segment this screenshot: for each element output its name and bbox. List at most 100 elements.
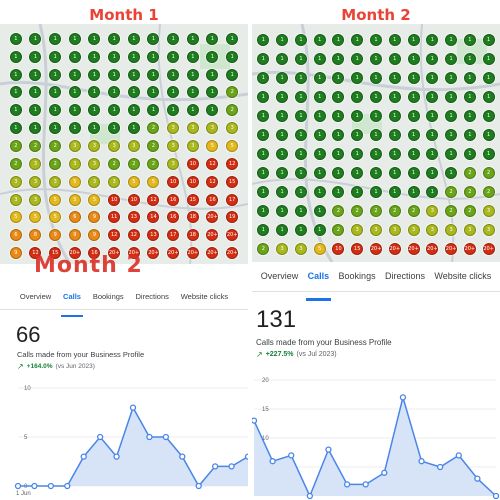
rank-pin[interactable]: 1 xyxy=(426,90,439,103)
rank-pin[interactable]: 1 xyxy=(257,71,270,84)
rank-pin[interactable]: 20+ xyxy=(445,242,458,255)
rank-pin[interactable]: 3 xyxy=(186,139,199,152)
rank-pin[interactable]: 1 xyxy=(9,122,22,135)
rank-pin[interactable]: 1 xyxy=(407,166,420,179)
rank-pin[interactable]: 9 xyxy=(49,229,62,242)
rank-pin[interactable]: 1 xyxy=(351,166,364,179)
rank-pin[interactable]: 1 xyxy=(206,50,219,63)
rank-pin[interactable]: 2 xyxy=(257,242,270,255)
rank-pin[interactable]: 1 xyxy=(294,166,307,179)
rank-pin[interactable]: 3 xyxy=(9,175,22,188)
rank-pin[interactable]: 15 xyxy=(49,247,62,260)
rank-pin[interactable]: 1 xyxy=(276,52,289,65)
rank-pin[interactable]: 2 xyxy=(332,223,345,236)
rank-pin[interactable]: 3 xyxy=(276,242,289,255)
rank-pin[interactable]: 1 xyxy=(445,90,458,103)
tab-website-clicks[interactable]: Website clicks xyxy=(180,292,229,301)
rank-pin[interactable]: 1 xyxy=(407,33,420,46)
rank-pin[interactable]: 1 xyxy=(108,50,121,63)
rank-pin[interactable]: 3 xyxy=(29,157,42,170)
rank-pin[interactable]: 1 xyxy=(332,33,345,46)
rank-pin[interactable]: 1 xyxy=(445,52,458,65)
rank-pin[interactable]: 2 xyxy=(351,204,364,217)
rank-pin[interactable]: 1 xyxy=(226,68,239,81)
rank-pin[interactable]: 1 xyxy=(332,166,345,179)
rank-pin[interactable]: 1 xyxy=(167,86,180,99)
rank-pin[interactable]: 5 xyxy=(226,139,239,152)
rank-pin[interactable]: 2 xyxy=(147,122,160,135)
rank-pin[interactable]: 15 xyxy=(351,242,364,255)
rank-pin[interactable]: 3 xyxy=(167,139,180,152)
rank-pin[interactable]: 1 xyxy=(388,90,401,103)
rank-pin[interactable]: 3 xyxy=(167,157,180,170)
rank-pin[interactable]: 9 xyxy=(88,229,101,242)
rank-pin[interactable]: 1 xyxy=(186,68,199,81)
tab-overview[interactable]: Overview xyxy=(19,292,52,301)
rank-pin[interactable]: 1 xyxy=(294,128,307,141)
rank-pin[interactable]: 2 xyxy=(108,157,121,170)
rank-pin[interactable]: 2 xyxy=(226,104,239,117)
rank-pin[interactable]: 1 xyxy=(276,71,289,84)
rank-pin[interactable]: 3 xyxy=(407,223,420,236)
rank-pin[interactable]: 1 xyxy=(147,32,160,45)
rank-pin[interactable]: 11 xyxy=(108,211,121,224)
rank-pin[interactable]: 1 xyxy=(388,147,401,160)
rank-pin[interactable]: 3 xyxy=(68,139,81,152)
rank-pin[interactable]: 14 xyxy=(147,211,160,224)
rank-pin[interactable]: 2 xyxy=(9,139,22,152)
rank-pin[interactable]: 1 xyxy=(147,50,160,63)
rank-pin[interactable]: 3 xyxy=(445,223,458,236)
rank-pin[interactable]: 1 xyxy=(482,147,495,160)
rank-pin[interactable]: 1 xyxy=(388,52,401,65)
rank-pin[interactable]: 1 xyxy=(351,128,364,141)
rank-pin[interactable]: 1 xyxy=(127,104,140,117)
rank-pin[interactable]: 1 xyxy=(257,147,270,160)
rank-pin[interactable]: 12 xyxy=(206,157,219,170)
rank-pin[interactable]: 1 xyxy=(127,122,140,135)
rank-pin[interactable]: 10 xyxy=(332,242,345,255)
rank-pin[interactable]: 1 xyxy=(388,128,401,141)
rank-pin[interactable]: 1 xyxy=(127,50,140,63)
rank-pin[interactable]: 3 xyxy=(29,193,42,206)
rank-pin[interactable]: 1 xyxy=(369,52,382,65)
tab-calls[interactable]: Calls xyxy=(61,290,83,317)
rank-pin[interactable]: 1 xyxy=(167,104,180,117)
rank-pin[interactable]: 1 xyxy=(276,128,289,141)
rank-pin[interactable]: 1 xyxy=(294,147,307,160)
rank-pin[interactable]: 2 xyxy=(147,139,160,152)
rank-pin[interactable]: 3 xyxy=(369,223,382,236)
rank-pin[interactable]: 2 xyxy=(463,185,476,198)
rank-pin[interactable]: 1 xyxy=(369,71,382,84)
rank-pin[interactable]: 13 xyxy=(147,229,160,242)
rank-pin[interactable]: 10 xyxy=(167,175,180,188)
rank-pin[interactable]: 1 xyxy=(68,32,81,45)
rank-pin[interactable]: 1 xyxy=(313,128,326,141)
rank-pin[interactable]: 1 xyxy=(426,147,439,160)
rank-pin[interactable]: 1 xyxy=(313,71,326,84)
rank-pin[interactable]: 1 xyxy=(463,147,476,160)
rank-pin[interactable]: 2 xyxy=(332,204,345,217)
rank-pin[interactable]: 3 xyxy=(351,223,364,236)
rank-pin[interactable]: 1 xyxy=(257,33,270,46)
rank-pin[interactable]: 1 xyxy=(369,147,382,160)
rank-pin[interactable]: 1 xyxy=(127,68,140,81)
rank-pin[interactable]: 2 xyxy=(482,166,495,179)
rank-pin[interactable]: 1 xyxy=(206,32,219,45)
rank-pin[interactable]: 1 xyxy=(276,166,289,179)
rank-pin[interactable]: 1 xyxy=(257,223,270,236)
rank-pin[interactable]: 3 xyxy=(49,175,62,188)
rank-pin[interactable]: 1 xyxy=(257,52,270,65)
rank-pin[interactable]: 1 xyxy=(332,185,345,198)
rank-pin[interactable]: 1 xyxy=(29,32,42,45)
rank-pin[interactable]: 16 xyxy=(167,211,180,224)
rank-pin[interactable]: 1 xyxy=(186,32,199,45)
rank-pin[interactable]: 1 xyxy=(388,166,401,179)
rank-pin[interactable]: 6 xyxy=(68,211,81,224)
rank-pin[interactable]: 1 xyxy=(108,32,121,45)
rank-pin[interactable]: 1 xyxy=(407,52,420,65)
rank-pin[interactable]: 3 xyxy=(108,139,121,152)
rank-pin[interactable]: 1 xyxy=(49,50,62,63)
rank-pin[interactable]: 1 xyxy=(276,185,289,198)
rank-pin[interactable]: 1 xyxy=(294,185,307,198)
